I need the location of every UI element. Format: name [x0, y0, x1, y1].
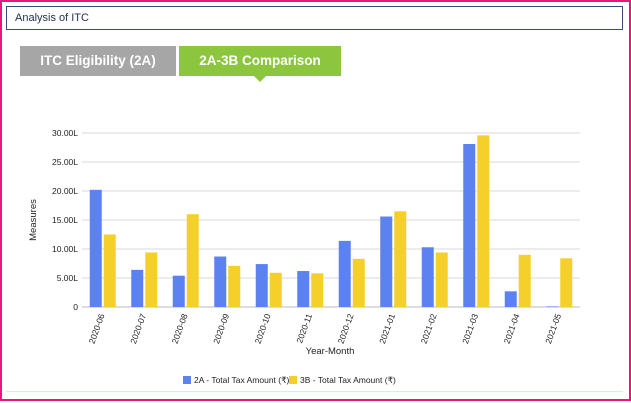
legend-label-2a[interactable]: 2A - Total Tax Amount (₹) — [194, 375, 290, 385]
tab-2a-3b-comparison[interactable]: 2A-3B Comparison — [179, 46, 341, 76]
bar-3b-2021-04[interactable] — [518, 254, 531, 307]
bar-2a-2021-02[interactable] — [421, 247, 434, 307]
x-tick-label: 2020-07 — [128, 312, 148, 345]
x-axis-title: Year-Month — [306, 346, 355, 357]
bar-2a-2020-06[interactable] — [89, 189, 102, 307]
bar-2a-2021-04[interactable] — [504, 291, 517, 307]
bar-2a-2021-05[interactable] — [546, 306, 559, 308]
bar-2a-2020-12[interactable] — [338, 240, 351, 307]
bar-2a-2020-07[interactable] — [131, 269, 144, 307]
bar-3b-2020-11[interactable] — [311, 273, 324, 307]
y-tick-label: 5.00L — [57, 273, 79, 283]
page-title: Analysis of ITC — [15, 12, 89, 24]
bar-3b-2020-09[interactable] — [228, 265, 241, 307]
bar-3b-2020-12[interactable] — [352, 258, 365, 307]
bar-chart: 0 5.00L 10.00L 15.00L 20.00L 25.00L 30.00L Meas… — [28, 128, 580, 385]
bar-2a-2020-11[interactable] — [297, 271, 310, 307]
legend-label-3b[interactable]: 3B - Total Tax Amount (₹) — [300, 375, 396, 385]
bar-3b-2020-06[interactable] — [103, 234, 116, 308]
y-tick-label: 10.00L — [52, 244, 78, 254]
bar-2a-2021-03[interactable] — [463, 144, 476, 307]
legend-swatch-3b — [289, 376, 297, 384]
bar-3b-2020-10[interactable] — [269, 272, 282, 307]
tab-itc-eligibility[interactable]: ITC Eligibility (2A) — [20, 46, 176, 76]
x-tick-label: 2021-04 — [502, 312, 522, 345]
x-tick-label: 2020-06 — [87, 312, 107, 345]
bar-3b-2021-01[interactable] — [394, 211, 407, 307]
x-tick-label: 2021-03 — [460, 312, 480, 345]
x-tick-label: 2021-01 — [377, 312, 397, 345]
bar-3b-2020-08[interactable] — [186, 214, 199, 307]
title-bar: Analysis of ITC — [6, 6, 623, 30]
y-tick-label: 0 — [73, 302, 78, 312]
bar-3b-2021-02[interactable] — [435, 252, 448, 307]
bar-3b-2021-05[interactable] — [560, 258, 573, 307]
divider — [6, 391, 623, 392]
bar-2a-2020-10[interactable] — [255, 264, 268, 307]
x-tick-label: 2020-08 — [170, 312, 190, 345]
bar-3b-2020-07[interactable] — [145, 252, 158, 307]
bar-2a-2020-08[interactable] — [172, 275, 185, 307]
bar-2a-2020-09[interactable] — [214, 256, 227, 307]
bar-2a-2021-01[interactable] — [380, 216, 393, 307]
x-tick-label: 2020-09 — [211, 312, 231, 345]
legend-swatch-2a — [183, 376, 191, 384]
y-tick-label: 20.00L — [52, 186, 78, 196]
y-tick-label: 30.00L — [52, 128, 78, 138]
x-tick-label: 2021-05 — [543, 312, 563, 345]
bar-3b-2021-03[interactable] — [477, 135, 490, 307]
y-tick-label: 15.00L — [52, 215, 78, 225]
x-tick-label: 2020-10 — [253, 312, 273, 345]
x-tick-label: 2020-11 — [294, 312, 314, 344]
y-tick-label: 25.00L — [52, 157, 78, 167]
x-tick-label: 2020-12 — [336, 312, 356, 345]
active-tab-indicator — [254, 76, 266, 82]
y-axis-title: Measures — [28, 199, 39, 241]
x-tick-label: 2021-02 — [419, 312, 439, 345]
